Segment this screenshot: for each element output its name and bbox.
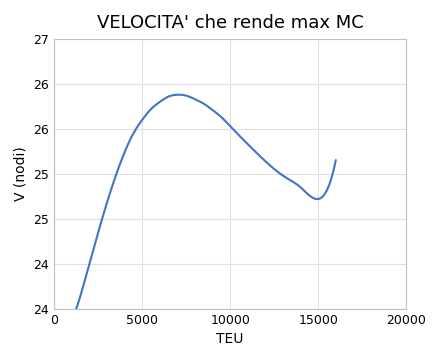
Y-axis label: V (nodi): V (nodi) — [14, 147, 28, 201]
Title: VELOCITA' che rende max MC: VELOCITA' che rende max MC — [97, 14, 363, 32]
X-axis label: TEU: TEU — [216, 332, 244, 346]
